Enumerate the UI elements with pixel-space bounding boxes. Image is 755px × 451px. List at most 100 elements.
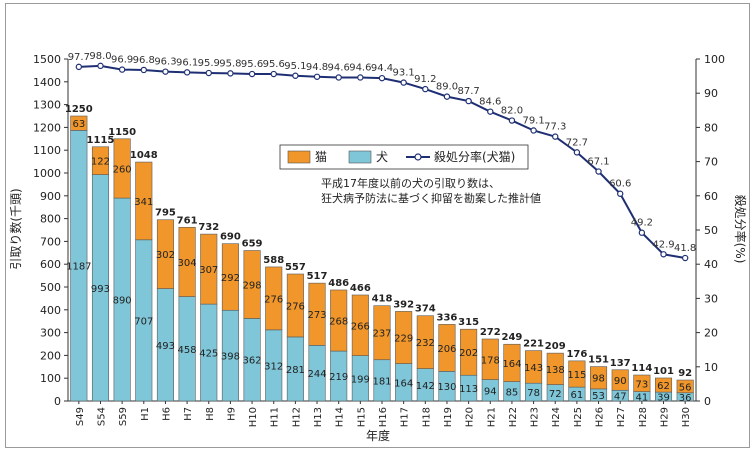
bar-dog-label: 94	[484, 386, 497, 397]
rate-label: 60.6	[609, 179, 631, 190]
rate-label: 95.9	[198, 58, 220, 69]
x-tick-label: H20	[465, 407, 476, 427]
legend-label-rate: 殺処分率(犬猫)	[434, 149, 515, 164]
bar-dog-label: 47	[614, 392, 627, 403]
note-line-1: 平成17年度以前の犬の引取り数は、	[321, 176, 500, 190]
x-axis-label: 年度	[366, 428, 390, 443]
rate-label: 91.2	[414, 74, 436, 85]
rate-point	[227, 70, 234, 77]
rate-label: 89.0	[436, 82, 458, 93]
bar-total-label: 151	[588, 355, 609, 366]
rate-label: 42.9	[652, 239, 674, 250]
y-tick-label: 900	[40, 190, 61, 203]
bar-total-label: 221	[523, 339, 544, 350]
axes: 0100200300400500600700800900100011001200…	[33, 53, 725, 427]
rate-point	[681, 254, 689, 262]
bar-total-label: 466	[350, 283, 371, 294]
bar-cat	[351, 294, 369, 356]
bar-cat-label: 73	[635, 379, 648, 390]
bar-dog-label: 993	[91, 284, 110, 295]
bar-dog-label: 78	[527, 388, 540, 399]
rate-point	[443, 93, 451, 100]
bar-cat	[200, 233, 218, 305]
legend-marker-rate	[414, 153, 422, 161]
bar-total-label: 315	[458, 317, 479, 328]
chart: 0100200300400500600700800900100011001200…	[8, 51, 748, 443]
bar-cat	[373, 305, 391, 361]
bar-cat	[330, 289, 348, 352]
bar-cat-label: 341	[134, 197, 153, 208]
x-tick-label: H6	[161, 407, 172, 421]
rate-point	[378, 74, 386, 82]
bar-cat-label: 56	[679, 382, 692, 393]
bar-dog-label: 113	[459, 384, 478, 395]
bar-dog-label: 85	[506, 387, 519, 398]
rate-label: 87.7	[457, 86, 479, 97]
rate-label: 96.9	[111, 55, 133, 66]
rate-point	[508, 117, 516, 124]
y2-tick-label: 0	[704, 395, 711, 408]
bar-dog-label: 130	[437, 382, 456, 393]
bar-total-label: 418	[372, 294, 393, 305]
rate-label: 49.2	[631, 218, 653, 229]
bar-total-label: 92	[678, 368, 692, 379]
x-tick-label: H28	[638, 407, 649, 427]
bar-total-label: 795	[155, 208, 176, 219]
rate-point	[660, 251, 667, 258]
rate-label: 67.1	[587, 157, 609, 168]
rate-label: 96.1	[176, 57, 198, 68]
x-tick-label: H9	[226, 407, 237, 421]
y-tick-label: 800	[40, 213, 61, 226]
y2-tick-label: 60	[704, 190, 718, 203]
y-tick-label: 1500	[33, 53, 61, 66]
x-tick-label: H12	[291, 407, 302, 427]
y-tick-label: 200	[40, 349, 61, 362]
x-tick-label: H17	[400, 407, 411, 427]
legend-swatch-cat	[287, 150, 311, 164]
bar-cat-label: 178	[481, 355, 500, 366]
bar-total-label: 209	[545, 341, 566, 352]
y-tick-label: 1400	[33, 76, 61, 89]
bar-cat	[70, 115, 88, 131]
rate-point	[357, 74, 364, 81]
bar-cat	[156, 219, 174, 289]
bar-total-label: 336	[437, 312, 458, 323]
rate-point	[292, 72, 299, 79]
bar-total-label: 176	[566, 349, 587, 360]
x-tick-label: H29	[660, 407, 671, 427]
bar-cat	[590, 366, 608, 390]
bars	[70, 115, 694, 402]
bar-cat-label: 98	[592, 374, 605, 385]
rate-label: 84.6	[479, 97, 501, 108]
x-tick-label: H26	[595, 407, 606, 427]
bar-total-label: 101	[653, 366, 674, 377]
bar-cat	[546, 352, 564, 385]
rate-point	[617, 190, 624, 197]
x-tick-label: H10	[248, 407, 259, 427]
rate-point	[97, 62, 104, 70]
y2-tick-label: 100	[704, 53, 725, 66]
bar-cat-label: 302	[156, 250, 175, 261]
bar-cat	[286, 273, 304, 338]
y-tick-label: 100	[40, 372, 61, 385]
bar-cat-label: 206	[437, 344, 456, 355]
rate-line	[75, 62, 689, 262]
y-tick-label: 1100	[33, 144, 61, 157]
x-tick-label: S49	[75, 407, 86, 426]
bar-total-label: 761	[177, 215, 198, 226]
rate-label: 96.8	[133, 55, 155, 66]
bar-cat-label: 307	[199, 265, 218, 276]
rate-label: 77.3	[544, 122, 566, 133]
rate-point	[335, 74, 342, 81]
y2-tick-label: 20	[704, 327, 718, 340]
x-tick-label: H21	[486, 407, 497, 427]
bar-total-label: 588	[263, 255, 284, 266]
bar-dog-label: 219	[329, 372, 348, 383]
x-tick-label: H23	[530, 407, 541, 427]
y-tick-label: 300	[40, 327, 61, 340]
x-tick-label: H25	[573, 407, 584, 427]
y2-tick-label: 90	[704, 87, 718, 100]
bar-cat-label: 276	[286, 301, 305, 312]
rate-label: 79.1	[522, 115, 544, 126]
bar-total-label: 249	[501, 332, 522, 343]
